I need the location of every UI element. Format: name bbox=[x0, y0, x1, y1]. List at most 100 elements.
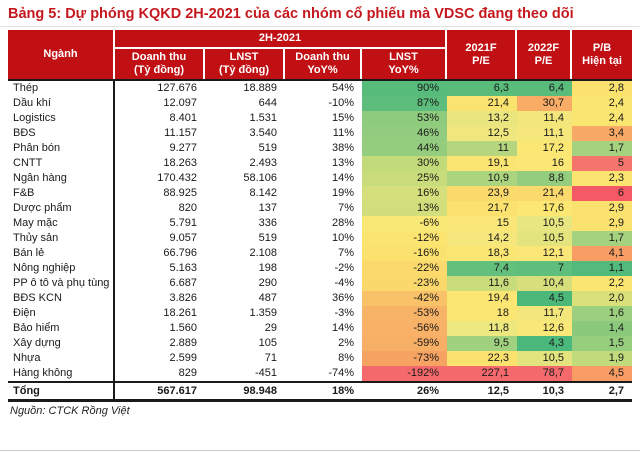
cell-pb-current: 1,6 bbox=[572, 306, 633, 322]
cell-profit-yoy: 13% bbox=[362, 201, 448, 217]
cell-industry: Điện bbox=[8, 306, 115, 322]
bottom-divider bbox=[0, 450, 640, 451]
cell-pb-current: 2,3 bbox=[572, 171, 633, 187]
cell-pb-current: 1,9 bbox=[572, 351, 633, 367]
table-row: Thép 127.676 18.889 54% 90% 6,3 6,4 2,8 bbox=[8, 79, 633, 97]
header-group-2h2021: 2H-2021 bbox=[115, 30, 448, 50]
cell-pb-current: 6 bbox=[572, 186, 633, 202]
cell-total-pb: 2,7 bbox=[572, 381, 633, 403]
table-total-row: Tổng 567.617 98.948 18% 26% 12,5 10,3 2,7 bbox=[8, 381, 633, 403]
cell-pe-2021f: 23,9 bbox=[447, 186, 518, 202]
cell-revenue-yoy: 2% bbox=[285, 336, 362, 352]
cell-total-revenue: 567.617 bbox=[115, 381, 205, 403]
cell-revenue: 66.796 bbox=[115, 246, 205, 262]
cell-profit-yoy: 53% bbox=[362, 111, 448, 127]
cell-pe-2022f: 30,7 bbox=[517, 96, 573, 112]
cell-profit-yoy: 46% bbox=[362, 126, 448, 142]
cell-pb-current: 1,7 bbox=[572, 141, 633, 157]
cell-profit-yoy: -53% bbox=[362, 306, 448, 322]
cell-pb-current: 2,8 bbox=[572, 79, 633, 97]
cell-pe-2022f: 4,5 bbox=[517, 291, 573, 307]
cell-revenue-yoy: 19% bbox=[285, 186, 362, 202]
cell-revenue: 820 bbox=[115, 201, 205, 217]
cell-profit: 519 bbox=[205, 141, 285, 157]
cell-profit: 18.889 bbox=[205, 79, 285, 97]
cell-revenue-yoy: 11% bbox=[285, 126, 362, 142]
cell-pe-2021f: 9,5 bbox=[447, 336, 518, 352]
cell-total-profit-yoy: 26% bbox=[362, 381, 448, 403]
cell-industry: PP ô tô và phụ tùng bbox=[8, 276, 115, 292]
cell-revenue: 9.057 bbox=[115, 231, 205, 247]
table-row: Hàng không 829 -451 -74% -192% 227,1 78,7 4,5 bbox=[8, 366, 633, 382]
cell-pe-2022f: 21,4 bbox=[517, 186, 573, 202]
cell-total-label: Tổng bbox=[8, 381, 115, 403]
cell-profit-yoy: -59% bbox=[362, 336, 448, 352]
table-row: Bảo hiểm 1.560 29 14% -56% 11,8 12,6 1,4 bbox=[8, 321, 633, 337]
cell-revenue-yoy: -74% bbox=[285, 366, 362, 382]
cell-revenue-yoy: 13% bbox=[285, 156, 362, 172]
cell-pe-2021f: 7,4 bbox=[447, 261, 518, 277]
cell-revenue: 1.560 bbox=[115, 321, 205, 337]
cell-profit: -451 bbox=[205, 366, 285, 382]
cell-revenue: 5.163 bbox=[115, 261, 205, 277]
cell-pb-current: 2,4 bbox=[572, 111, 633, 127]
table-header: Ngành 2H-2021 2021F P/E 2022F P/E P/B Hi… bbox=[8, 30, 633, 80]
header-revenue: Doanh thu (Tỷ đồng) bbox=[115, 49, 205, 80]
cell-profit: 198 bbox=[205, 261, 285, 277]
cell-revenue-yoy: 14% bbox=[285, 321, 362, 337]
cell-pb-current: 1,7 bbox=[572, 231, 633, 247]
table-row: CNTT 18.263 2.493 13% 30% 19,1 16 5 bbox=[8, 156, 633, 172]
cell-pe-2022f: 11,4 bbox=[517, 111, 573, 127]
cell-pe-2022f: 7 bbox=[517, 261, 573, 277]
header-revenue-yoy: Doanh thu YoY% bbox=[285, 49, 362, 80]
cell-pb-current: 2,2 bbox=[572, 276, 633, 292]
cell-industry: Logistics bbox=[8, 111, 115, 127]
cell-industry: Hàng không bbox=[8, 366, 115, 382]
cell-revenue-yoy: -4% bbox=[285, 276, 362, 292]
cell-total-revenue-yoy: 18% bbox=[285, 381, 362, 403]
cell-pb-current: 1,5 bbox=[572, 336, 633, 352]
cell-revenue: 5.791 bbox=[115, 216, 205, 232]
cell-pe-2022f: 16 bbox=[517, 156, 573, 172]
cell-industry: BĐS bbox=[8, 126, 115, 142]
cell-industry: Xây dựng bbox=[8, 336, 115, 352]
cell-pe-2021f: 18 bbox=[447, 306, 518, 322]
cell-pb-current: 5 bbox=[572, 156, 633, 172]
cell-pe-2022f: 17,2 bbox=[517, 141, 573, 157]
cell-profit-yoy: 16% bbox=[362, 186, 448, 202]
cell-profit: 105 bbox=[205, 336, 285, 352]
cell-profit-yoy: 44% bbox=[362, 141, 448, 157]
cell-pe-2022f: 78,7 bbox=[517, 366, 573, 382]
cell-pe-2022f: 8,8 bbox=[517, 171, 573, 187]
cell-profit-yoy: 90% bbox=[362, 79, 448, 97]
cell-profit: 336 bbox=[205, 216, 285, 232]
cell-industry: Thép bbox=[8, 79, 115, 97]
cell-revenue: 829 bbox=[115, 366, 205, 382]
cell-profit: 1.531 bbox=[205, 111, 285, 127]
cell-revenue-yoy: 14% bbox=[285, 171, 362, 187]
cell-revenue: 12.097 bbox=[115, 96, 205, 112]
industry-table-body: Thép 127.676 18.889 54% 90% 6,3 6,4 2,8 Dầu khí 1… bbox=[8, 79, 633, 403]
cell-industry: Nông nghiệp bbox=[8, 261, 115, 277]
cell-pb-current: 2,0 bbox=[572, 291, 633, 307]
cell-revenue-yoy: 8% bbox=[285, 351, 362, 367]
cell-revenue: 170.432 bbox=[115, 171, 205, 187]
cell-profit: 644 bbox=[205, 96, 285, 112]
cell-pe-2021f: 21,7 bbox=[447, 201, 518, 217]
table-row: Bán lẻ 66.796 2.108 7% -16% 18,3 12,1 4,1 bbox=[8, 246, 633, 262]
cell-industry: BĐS KCN bbox=[8, 291, 115, 307]
cell-pe-2022f: 6,4 bbox=[517, 79, 573, 97]
cell-profit-yoy: -73% bbox=[362, 351, 448, 367]
cell-pe-2021f: 227,1 bbox=[447, 366, 518, 382]
cell-pe-2021f: 18,3 bbox=[447, 246, 518, 262]
cell-pe-2022f: 4,3 bbox=[517, 336, 573, 352]
cell-revenue: 18.263 bbox=[115, 156, 205, 172]
cell-profit-yoy: -192% bbox=[362, 366, 448, 382]
cell-profit: 487 bbox=[205, 291, 285, 307]
cell-profit: 2.493 bbox=[205, 156, 285, 172]
cell-profit-yoy: -16% bbox=[362, 246, 448, 262]
cell-pb-current: 1,4 bbox=[572, 321, 633, 337]
cell-pb-current: 4,5 bbox=[572, 366, 633, 382]
cell-profit: 58.106 bbox=[205, 171, 285, 187]
header-pe-2022f: 2022F P/E bbox=[517, 30, 573, 80]
